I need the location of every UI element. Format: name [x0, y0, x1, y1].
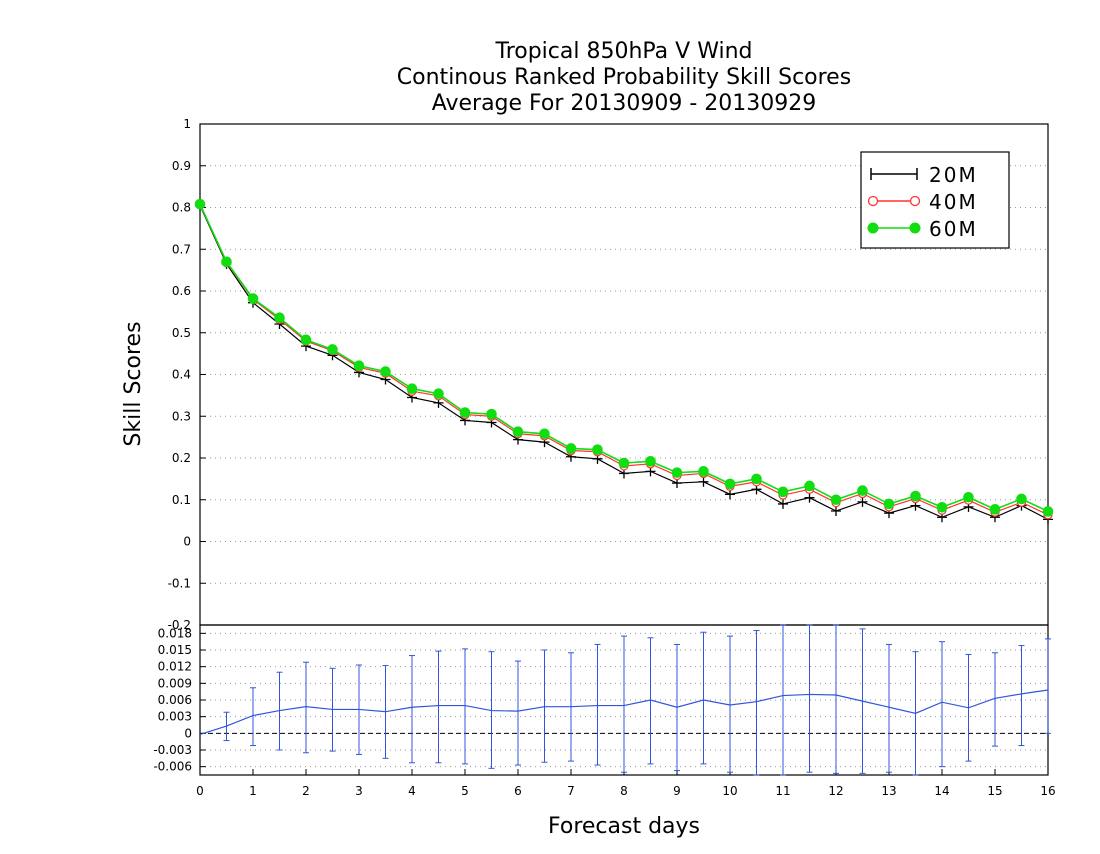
y-tick-label-lower: 0.009 — [158, 676, 192, 690]
x-tick-label: 6 — [514, 784, 522, 798]
data-point-60M — [539, 428, 550, 440]
data-point-60M — [486, 408, 497, 420]
data-point-60M — [936, 501, 948, 513]
data-point-60M — [910, 490, 921, 502]
legend-label-40M: 40M — [929, 190, 978, 214]
data-point-60M — [830, 494, 842, 506]
difference-series — [199, 624, 1051, 776]
y-tick-label-lower: 0 — [184, 726, 192, 740]
data-point-60M — [1016, 493, 1027, 505]
difference-line — [199, 689, 1049, 736]
data-point-60M — [300, 334, 312, 346]
x-tick-label: 0 — [196, 784, 204, 798]
data-point-60M — [883, 498, 895, 510]
data-point-60M — [645, 456, 656, 467]
x-tick-label: 12 — [828, 784, 843, 798]
data-point-20M — [804, 492, 815, 503]
legend-marker-60M — [867, 222, 879, 234]
legend-marker-40M — [867, 195, 879, 207]
legend-label-60M: 60M — [929, 217, 978, 241]
x-tick-label: 16 — [1040, 784, 1055, 798]
series-60M — [194, 198, 1054, 517]
y-tick-label: 0.4 — [172, 368, 191, 382]
y-tick-label: 0.2 — [172, 451, 191, 465]
x-tick-label: 14 — [934, 784, 949, 798]
legend-marker-20M — [870, 168, 918, 180]
data-point-60M — [751, 473, 762, 485]
x-tick-label: 11 — [775, 784, 790, 798]
data-point-60M — [618, 457, 630, 469]
data-point-60M — [671, 467, 683, 478]
chart-subtitle: Continous Ranked Probability Skill Score… — [397, 65, 851, 90]
y-axis-label: Skill Scores — [121, 321, 146, 446]
data-point-20M — [778, 498, 788, 509]
data-point-60M — [380, 366, 391, 377]
y-tick-label-lower: -0.006 — [153, 760, 192, 774]
x-tick-label: 1 — [249, 784, 257, 798]
y-tick-label: 0.7 — [172, 242, 191, 256]
y-tick-label: 0.9 — [172, 159, 191, 173]
data-point-60M — [592, 444, 603, 455]
y-tick-label: 0.1 — [172, 493, 191, 507]
y-tick-label: 0.6 — [172, 284, 191, 298]
data-point-60M — [353, 360, 365, 372]
data-point-60M — [512, 426, 524, 437]
y-tick-label-lower: 0.015 — [158, 643, 192, 657]
legend-marker-40M — [909, 195, 921, 207]
x-tick-label: 3 — [355, 784, 363, 798]
y-tick-label-lower: 0.012 — [158, 660, 192, 674]
x-tick-label: 9 — [673, 784, 681, 798]
legend-box — [860, 151, 1010, 249]
data-point-60M — [565, 443, 577, 454]
data-point-60M — [804, 480, 815, 492]
data-point-60M — [963, 491, 974, 503]
legend-label-20M: 20M — [929, 163, 978, 187]
data-point-60M — [194, 198, 206, 210]
x-tick-label: 2 — [302, 784, 310, 798]
y-tick-label-lower: 0.003 — [158, 710, 192, 724]
data-point-60M — [989, 504, 1001, 515]
legend: 20M 40M 60M — [860, 151, 1010, 249]
y-tick-label: 0.8 — [172, 201, 191, 215]
data-point-20M — [698, 476, 709, 487]
x-tick-label: 5 — [461, 784, 469, 798]
y-tick-label: 0.3 — [172, 409, 191, 423]
data-point-60M — [433, 388, 444, 400]
x-axis-label: Forecast days — [548, 814, 700, 839]
data-point-60M — [221, 256, 232, 268]
y-tick-label: 0 — [183, 535, 191, 549]
data-point-60M — [724, 478, 736, 490]
chart-subtitle-dates: Average For 20130909 - 20130929 — [432, 91, 817, 116]
data-point-60M — [274, 312, 285, 324]
data-point-60M — [406, 383, 418, 394]
y-tick-label: -0.1 — [168, 576, 191, 590]
data-point-60M — [777, 486, 789, 498]
y-tick-label: -0.2 — [168, 618, 191, 632]
y-tick-label-lower: 0.018 — [158, 626, 192, 640]
x-tick-label: 10 — [722, 784, 737, 798]
series-20M — [195, 200, 1053, 525]
data-point-60M — [857, 485, 868, 496]
y-tick-label: 0.5 — [172, 326, 191, 340]
x-tick-label: 4 — [408, 784, 416, 798]
x-tick-label: 13 — [881, 784, 896, 798]
x-tick-label: 8 — [620, 784, 628, 798]
data-point-60M — [459, 407, 471, 418]
y-tick-label: 1 — [183, 117, 191, 131]
x-tick-label: 15 — [987, 784, 1002, 798]
chart-title: Tropical 850hPa V Wind — [494, 39, 752, 64]
data-point-60M — [247, 293, 259, 304]
x-tick-label: 7 — [567, 784, 575, 798]
data-point-60M — [327, 344, 338, 355]
legend-marker-60M — [909, 222, 921, 234]
y-tick-label-lower: 0.006 — [158, 693, 192, 707]
data-point-20M — [831, 506, 841, 517]
data-point-20M — [857, 496, 868, 507]
data-point-60M — [1042, 506, 1054, 517]
data-point-60M — [698, 466, 709, 477]
y-tick-label-lower: -0.003 — [153, 743, 192, 757]
